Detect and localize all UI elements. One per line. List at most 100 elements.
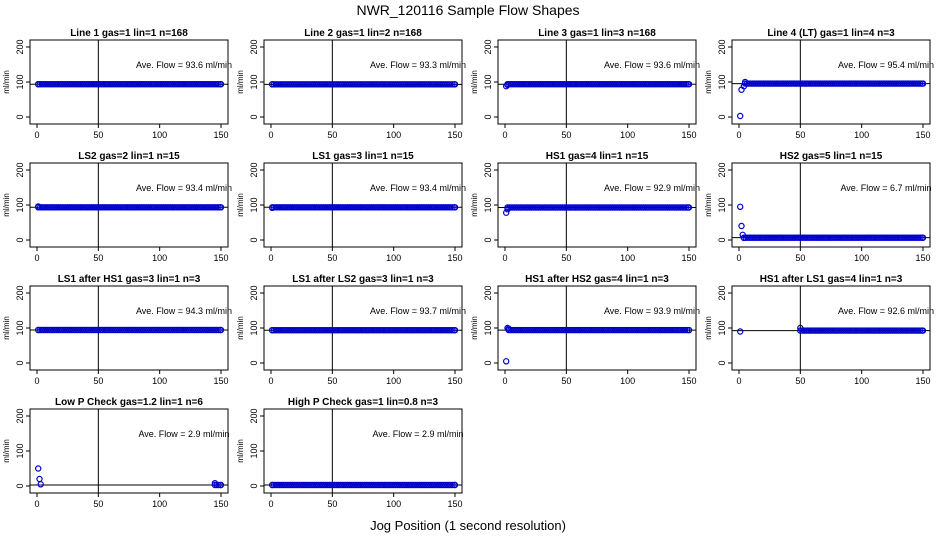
- data-point: [451, 81, 458, 88]
- panel-11: HS1 after HS2 gas=4 lin=1 n=3 0 50 100 150 0 1…: [470, 274, 700, 386]
- y-axis-label: ml/min: [236, 316, 245, 340]
- panel-4: Line 4 (LT) gas=1 lin=4 n=3 0 50 100 150 0 100…: [704, 28, 934, 140]
- y-axis-label: ml/min: [470, 193, 479, 217]
- panel-1: Line 1 gas=1 lin=1 n=168 0 50 100 150 0 100 200…: [2, 28, 232, 140]
- data-point: [919, 234, 926, 241]
- panel-title: HS1 after HS2 gas=4 lin=1 n=3: [525, 274, 669, 285]
- y-axis-label: ml/min: [236, 70, 245, 94]
- data-point: [217, 204, 224, 211]
- x-tick-label: 100: [152, 253, 167, 263]
- y-tick-label: 0: [717, 360, 727, 365]
- y-tick-label: 200: [15, 285, 25, 300]
- x-tick-label: 0: [502, 376, 507, 386]
- x-tick-label: 100: [152, 130, 167, 140]
- y-tick-label: 0: [15, 360, 25, 365]
- y-axis-label: ml/min: [470, 316, 479, 340]
- y-tick-label: 0: [15, 483, 25, 488]
- y-tick-label: 0: [15, 114, 25, 119]
- y-tick-label: 200: [15, 408, 25, 423]
- panel-title: Line 1 gas=1 lin=1 n=168: [70, 28, 188, 39]
- y-tick-label: 100: [15, 443, 25, 458]
- x-tick-label: 150: [213, 253, 228, 263]
- x-tick-label: 0: [34, 499, 39, 509]
- panel-5: LS2 gas=2 lin=1 n=15 0 50 100 150 0 100 200 ml/m…: [2, 151, 232, 263]
- data-point: [449, 481, 456, 489]
- y-tick-label: 0: [717, 114, 727, 119]
- data-point: [449, 327, 456, 334]
- data-point: [737, 112, 744, 120]
- plot-frame: [29, 408, 229, 494]
- x-tick-label: 150: [915, 253, 930, 263]
- data-point: [503, 358, 510, 365]
- y-axis-label: ml/min: [2, 193, 11, 217]
- x-tick-label: 50: [561, 376, 571, 386]
- data-point: [682, 204, 690, 211]
- panel-13: Low P Check gas=1.2 lin=1 n=6 0 50 100 150 0 1…: [2, 397, 230, 509]
- average-flow-annotation: Ave. Flow = 92.6 ml/min: [838, 306, 934, 316]
- x-tick-label: 0: [736, 376, 741, 386]
- y-tick-label: 100: [15, 74, 25, 89]
- x-tick-label: 50: [327, 253, 337, 263]
- x-tick-label: 100: [854, 253, 869, 263]
- x-tick-label: 100: [854, 376, 869, 386]
- data-point: [916, 80, 924, 87]
- y-axis-label: ml/min: [704, 70, 713, 94]
- x-tick-label: 50: [93, 376, 103, 386]
- x-tick-label: 50: [327, 130, 337, 140]
- panel-6: LS1 gas=3 lin=1 n=15 0 50 100 150 0 100 200 ml/m…: [236, 151, 466, 263]
- panel-title: LS1 after LS2 gas=3 lin=1 n=3: [292, 274, 434, 285]
- data-point: [737, 328, 744, 335]
- y-tick-label: 0: [249, 237, 259, 242]
- y-tick-label: 100: [483, 320, 493, 335]
- x-tick-label: 100: [620, 253, 635, 263]
- panel-title: LS1 gas=3 lin=1 n=15: [312, 151, 414, 162]
- x-tick-label: 150: [213, 376, 228, 386]
- y-tick-label: 200: [717, 285, 727, 300]
- x-axis-caption: Jog Position (1 second resolution): [370, 518, 566, 533]
- average-flow-annotation: Ave. Flow = 93.7 ml/min: [370, 306, 466, 316]
- x-tick-label: 50: [561, 130, 571, 140]
- y-tick-label: 200: [249, 285, 259, 300]
- x-tick-label: 100: [152, 499, 167, 509]
- y-axis-label: ml/min: [470, 70, 479, 94]
- average-flow-annotation: Ave. Flow = 93.6 ml/min: [604, 60, 700, 70]
- panel-3: Line 3 gas=1 lin=3 n=168 0 50 100 150 0 100 200…: [470, 28, 700, 140]
- x-tick-label: 100: [386, 130, 401, 140]
- x-tick-label: 100: [152, 376, 167, 386]
- y-axis-label: ml/min: [2, 439, 11, 463]
- data-point: [684, 80, 692, 88]
- y-tick-label: 0: [15, 237, 25, 242]
- x-tick-label: 0: [268, 253, 273, 263]
- average-flow-annotation: Ave. Flow = 93.9 ml/min: [604, 306, 700, 316]
- average-flow-annotation: Ave. Flow = 94.3 ml/min: [136, 306, 232, 316]
- data-point: [215, 80, 222, 88]
- x-tick-label: 150: [681, 253, 696, 263]
- y-tick-label: 100: [483, 197, 493, 212]
- average-flow-annotation: Ave. Flow = 2.9 ml/min: [138, 429, 229, 439]
- y-axis-label: ml/min: [704, 316, 713, 340]
- y-axis-label: ml/min: [2, 70, 11, 94]
- x-tick-label: 50: [327, 376, 337, 386]
- average-flow-annotation: Ave. Flow = 2.9 ml/min: [372, 429, 463, 439]
- y-tick-label: 0: [249, 483, 259, 488]
- y-tick-label: 100: [249, 74, 259, 89]
- data-point: [918, 327, 926, 334]
- data-point: [451, 327, 458, 334]
- x-tick-label: 150: [681, 376, 696, 386]
- data-point: [449, 204, 456, 211]
- average-flow-annotation: Ave. Flow = 93.6 ml/min: [136, 60, 232, 70]
- y-tick-label: 100: [249, 320, 259, 335]
- x-tick-label: 50: [93, 130, 103, 140]
- plot-frame: [731, 162, 931, 248]
- y-tick-label: 200: [483, 285, 493, 300]
- data-point: [451, 204, 458, 211]
- x-tick-label: 50: [327, 499, 337, 509]
- data-point: [215, 481, 222, 489]
- data-point: [36, 475, 43, 483]
- average-flow-annotation: Ave. Flow = 6.7 ml/min: [840, 183, 931, 193]
- data-point: [684, 204, 692, 211]
- panel-14: High P Check gas=1 lin=0.8 n=3 0 50 100 150 0…: [236, 397, 464, 509]
- data-point: [738, 222, 745, 230]
- y-tick-label: 0: [483, 360, 493, 365]
